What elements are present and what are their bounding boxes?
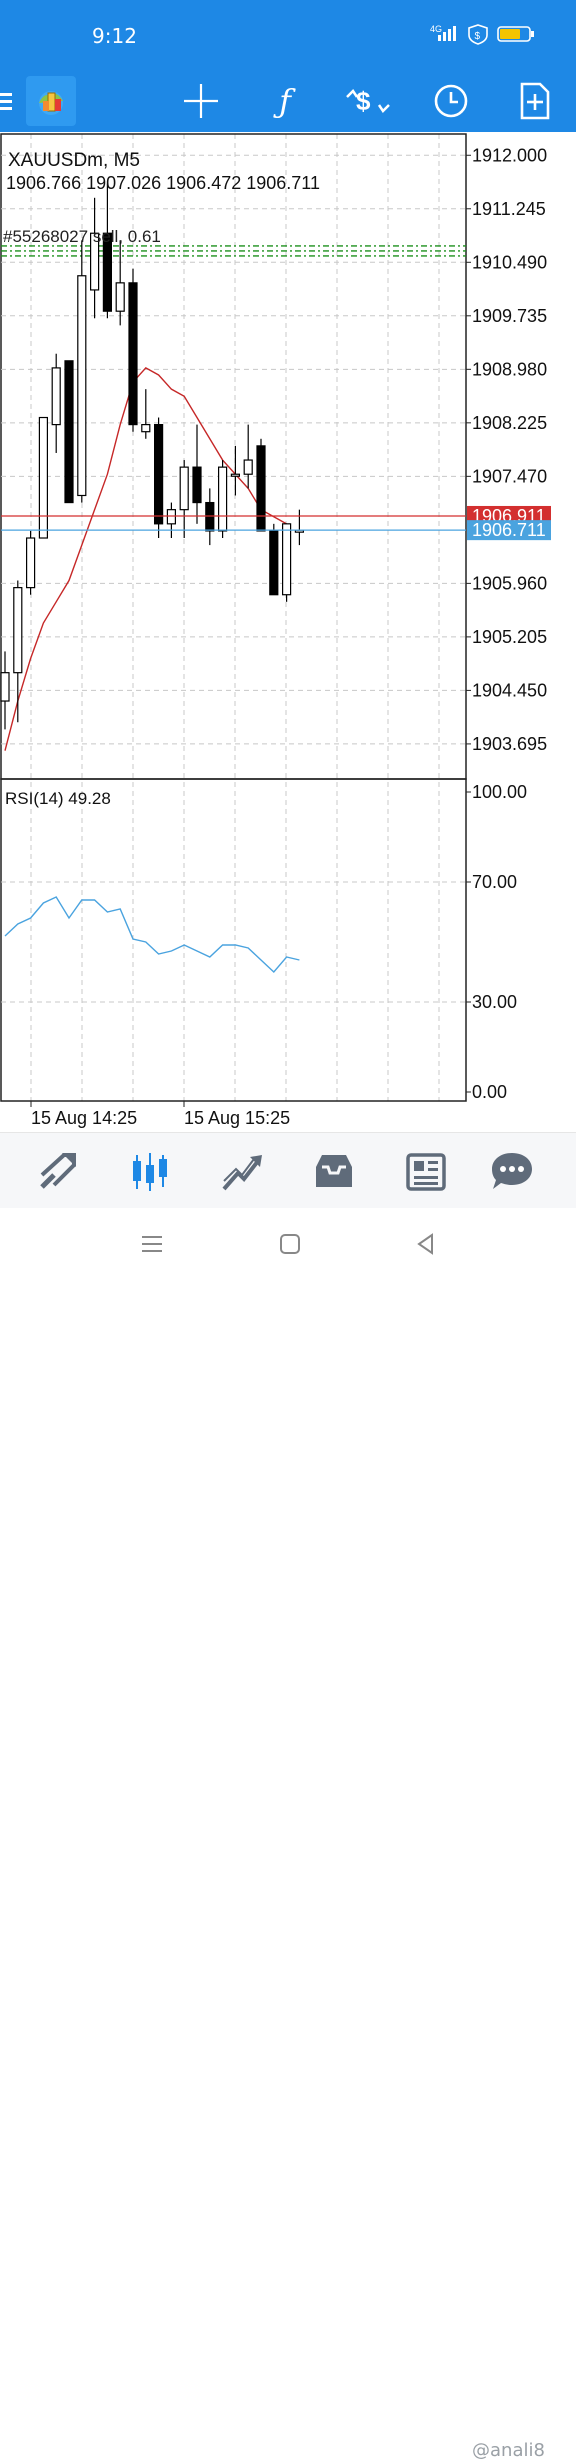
rsi-label: RSI(14) 49.28 bbox=[5, 789, 111, 808]
signal-icon bbox=[438, 26, 456, 41]
time-axis-label: 15 Aug 14:25 bbox=[31, 1108, 137, 1128]
news-icon[interactable] bbox=[398, 1145, 454, 1197]
recent-apps-icon[interactable] bbox=[132, 1226, 172, 1262]
order-label: #55268027 sell, 0.61 bbox=[3, 227, 161, 246]
status-bar: 9:12 4G $ bbox=[0, 0, 576, 70]
watermark-text: @anali8 bbox=[472, 2440, 545, 2461]
price-axis-label: 1910.490 bbox=[472, 252, 547, 272]
toolbar: ƒ $ bbox=[0, 70, 576, 132]
candle-body bbox=[0, 672, 10, 702]
candle-body bbox=[269, 530, 279, 596]
candle-body bbox=[26, 537, 36, 589]
candle-body bbox=[89, 232, 100, 291]
candle-body bbox=[230, 473, 240, 477]
candle-body bbox=[38, 416, 49, 539]
chart-icon[interactable] bbox=[122, 1145, 178, 1197]
candle-body bbox=[115, 282, 125, 312]
bid-price-box bbox=[467, 520, 551, 541]
rsi-axis-label: 0.00 bbox=[472, 1082, 507, 1102]
candle-body bbox=[77, 275, 87, 497]
candle-body bbox=[128, 282, 138, 426]
rsi-axis-label: 30.00 bbox=[472, 992, 517, 1012]
candle-body bbox=[64, 360, 74, 504]
price-axis-label: 1911.245 bbox=[472, 199, 546, 219]
price-axis-label: 1912.000 bbox=[472, 145, 547, 165]
candle-body bbox=[154, 424, 164, 525]
app-logo-icon[interactable] bbox=[26, 76, 76, 126]
candle-body bbox=[179, 466, 189, 511]
crosshair-icon[interactable] bbox=[176, 76, 226, 126]
rsi-axis-label: 70.00 bbox=[472, 872, 517, 892]
candle-body bbox=[166, 509, 176, 525]
candle-body bbox=[218, 466, 228, 532]
candle-body bbox=[13, 587, 23, 674]
clock-icon[interactable] bbox=[426, 76, 476, 126]
candle-body bbox=[205, 501, 215, 532]
messages-icon[interactable] bbox=[484, 1145, 540, 1197]
status-icons: 4G $ bbox=[430, 24, 534, 45]
svg-text:$: $ bbox=[475, 31, 481, 42]
price-axis-label: 1907.470 bbox=[472, 466, 547, 486]
moving-average-line bbox=[4, 367, 287, 751]
function-icon[interactable]: ƒ bbox=[279, 82, 291, 120]
price-axis-label: 1905.960 bbox=[472, 573, 547, 593]
new-order-icon[interactable] bbox=[510, 76, 560, 126]
ohlc-readout: 1906.766 1907.026 1906.472 1906.711 bbox=[6, 173, 320, 193]
chart-area[interactable]: 1912.000 1911.245 1910.490 1909.735 1908.980… bbox=[0, 132, 576, 1132]
price-axis-label: 1905.205 bbox=[472, 627, 547, 647]
bottom-tab-bar bbox=[0, 1132, 576, 1209]
trade-icon[interactable] bbox=[214, 1145, 270, 1197]
candle-body bbox=[51, 367, 61, 426]
history-icon[interactable] bbox=[306, 1145, 362, 1197]
candle-body bbox=[141, 424, 151, 433]
candle-body bbox=[102, 232, 113, 312]
menu-icon[interactable] bbox=[0, 76, 24, 126]
candle-body bbox=[192, 466, 202, 504]
rsi-axis-label: 100.00 bbox=[472, 782, 527, 802]
quotes-icon[interactable] bbox=[30, 1145, 86, 1197]
network-type-label: 4G bbox=[430, 24, 442, 34]
svg-text:$: $ bbox=[356, 86, 371, 116]
bid-price-label: 1906.711 bbox=[472, 520, 546, 540]
time-axis-label: 15 Aug 15:25 bbox=[184, 1108, 290, 1128]
price-axis-label: 1909.735 bbox=[472, 306, 547, 326]
candle-body bbox=[256, 445, 266, 532]
price-axis-label: 1904.450 bbox=[472, 680, 547, 700]
indicator-frame bbox=[0, 778, 467, 1102]
battery-icon bbox=[497, 26, 534, 42]
home-icon[interactable] bbox=[270, 1226, 310, 1262]
price-axis-label: 1903.695 bbox=[472, 734, 547, 754]
security-icon: $ bbox=[468, 24, 488, 45]
candle-body bbox=[243, 459, 253, 475]
candle-body bbox=[282, 523, 292, 596]
back-icon[interactable] bbox=[406, 1226, 446, 1262]
rsi-line bbox=[4, 896, 300, 974]
price-axis-label: 1908.225 bbox=[472, 413, 547, 433]
price-axis-label: 1908.980 bbox=[472, 359, 547, 379]
dollar-swap-icon[interactable]: $ bbox=[342, 76, 392, 126]
status-time: 9:12 bbox=[92, 24, 137, 48]
symbol-timeframe: XAUUSDm, M5 bbox=[8, 150, 140, 171]
price-chart[interactable]: 1912.000 1911.245 1910.490 1909.735 1908.980… bbox=[0, 132, 576, 1132]
android-nav-bar: @anali8 bbox=[0, 1208, 576, 2461]
